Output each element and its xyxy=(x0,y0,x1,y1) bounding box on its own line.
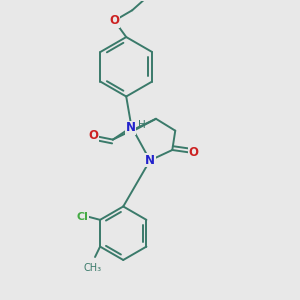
Text: O: O xyxy=(188,146,198,160)
Text: N: N xyxy=(145,154,155,167)
Text: N: N xyxy=(126,121,136,134)
Text: H: H xyxy=(138,120,146,130)
Text: O: O xyxy=(88,129,98,142)
Text: O: O xyxy=(109,14,119,27)
Text: CH₃: CH₃ xyxy=(84,263,102,273)
Text: Cl: Cl xyxy=(76,212,88,222)
